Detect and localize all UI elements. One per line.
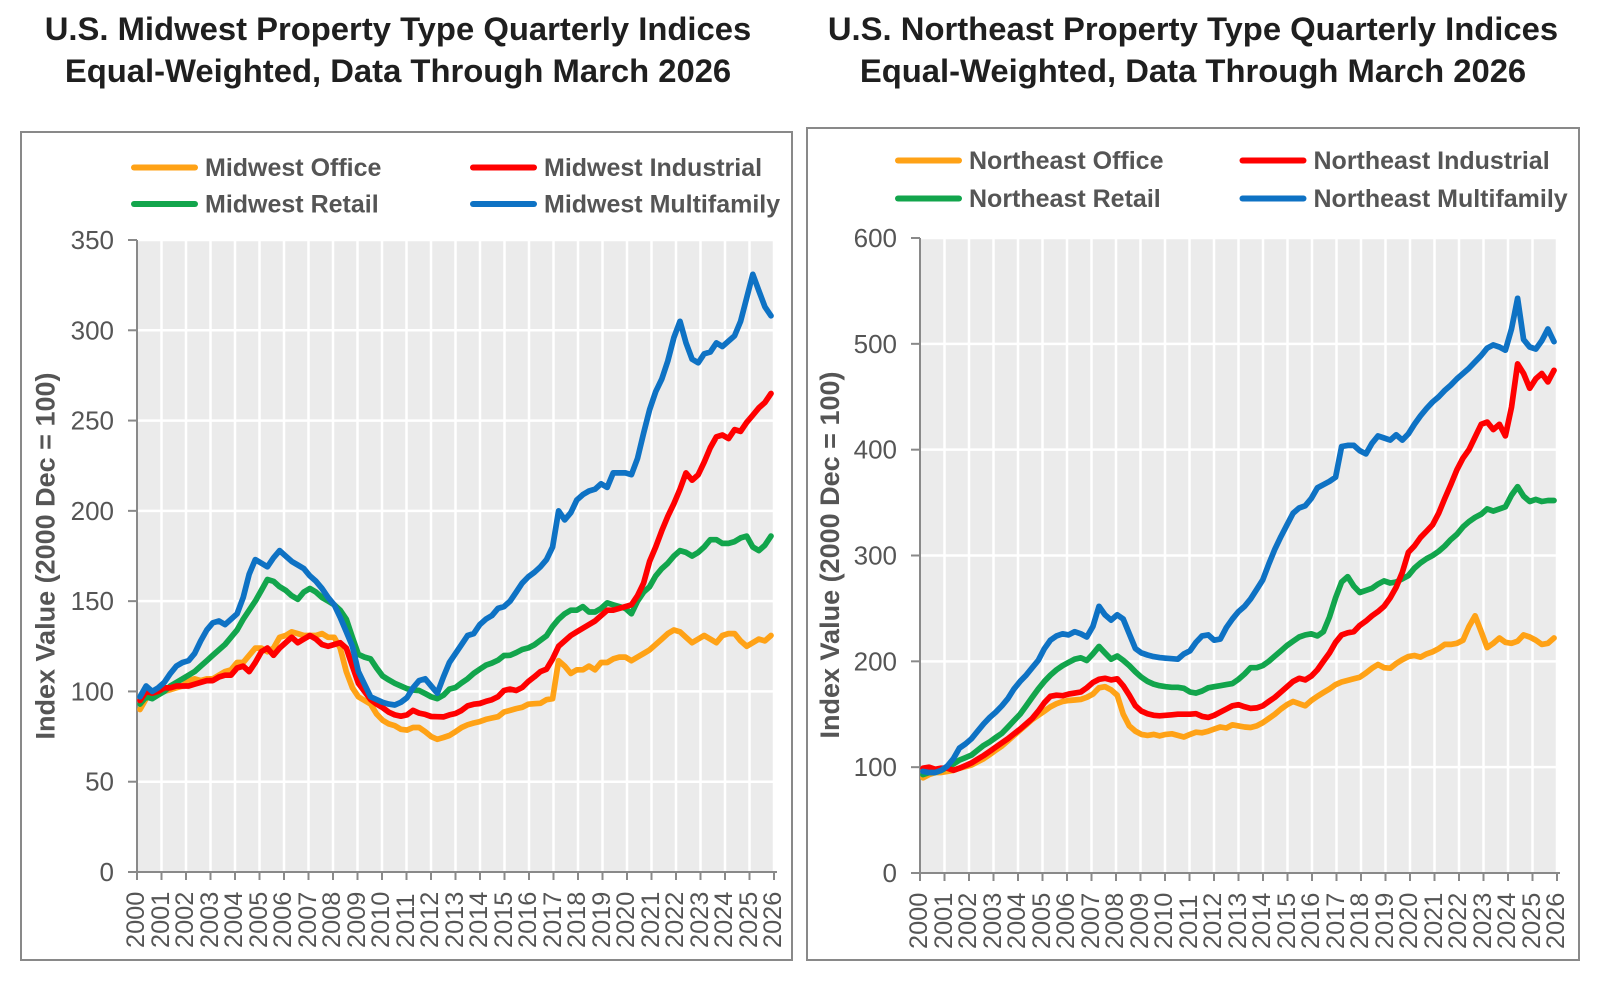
svg-text:2009: 2009 [343, 892, 371, 948]
svg-text:Midwest Retail: Midwest Retail [205, 191, 379, 219]
svg-text:300: 300 [71, 315, 114, 345]
svg-text:250: 250 [71, 406, 114, 436]
svg-text:2019: 2019 [588, 892, 616, 948]
svg-text:200: 200 [854, 646, 897, 676]
svg-text:Northeast Multifamily: Northeast Multifamily [1314, 185, 1568, 213]
svg-text:Index Value (2000 Dec = 100): Index Value (2000 Dec = 100) [815, 372, 845, 739]
svg-text:2001: 2001 [930, 893, 958, 949]
svg-text:2001: 2001 [147, 892, 175, 948]
svg-text:2016: 2016 [1297, 893, 1325, 949]
svg-text:2024: 2024 [1493, 893, 1521, 949]
svg-text:2014: 2014 [465, 892, 493, 948]
svg-text:2023: 2023 [686, 892, 714, 948]
svg-text:2011: 2011 [392, 894, 420, 948]
svg-text:2019: 2019 [1371, 893, 1399, 949]
svg-text:2006: 2006 [1052, 893, 1080, 949]
svg-text:0: 0 [883, 858, 897, 888]
svg-text:2025: 2025 [1518, 893, 1546, 949]
svg-text:2009: 2009 [1126, 893, 1154, 949]
svg-text:200: 200 [71, 496, 114, 526]
svg-text:2012: 2012 [1199, 893, 1227, 949]
svg-text:2011: 2011 [1175, 895, 1203, 949]
svg-text:2008: 2008 [1101, 893, 1129, 949]
svg-text:2006: 2006 [269, 892, 297, 948]
svg-text:2000: 2000 [122, 892, 150, 948]
svg-text:Northeast Office: Northeast Office [969, 147, 1164, 175]
svg-text:2004: 2004 [1003, 893, 1031, 949]
svg-text:2015: 2015 [1273, 893, 1301, 949]
svg-text:2026: 2026 [759, 892, 787, 948]
svg-text:2013: 2013 [1224, 893, 1252, 949]
svg-text:500: 500 [854, 329, 897, 359]
svg-text:Midwest Office: Midwest Office [205, 154, 382, 182]
svg-text:2008: 2008 [318, 892, 346, 948]
svg-text:2003: 2003 [196, 892, 224, 948]
svg-text:2021: 2021 [637, 892, 665, 948]
svg-text:2005: 2005 [1028, 893, 1056, 949]
svg-text:2002: 2002 [171, 892, 199, 948]
svg-text:Index Value (2000 Dec = 100): Index Value (2000 Dec = 100) [31, 373, 61, 740]
svg-text:2025: 2025 [735, 892, 763, 948]
svg-text:2010: 2010 [367, 892, 395, 948]
svg-text:2017: 2017 [539, 892, 567, 948]
svg-text:2000: 2000 [905, 893, 933, 949]
svg-text:2007: 2007 [1077, 893, 1105, 949]
svg-text:2018: 2018 [563, 892, 591, 948]
svg-text:350: 350 [71, 225, 114, 255]
svg-text:2014: 2014 [1248, 893, 1276, 949]
svg-text:2012: 2012 [416, 892, 444, 948]
svg-text:Midwest Multifamily: Midwest Multifamily [544, 191, 780, 219]
svg-text:2024: 2024 [710, 892, 738, 948]
svg-text:100: 100 [854, 752, 897, 782]
svg-text:600: 600 [854, 223, 897, 253]
svg-text:2003: 2003 [979, 893, 1007, 949]
svg-text:2017: 2017 [1322, 893, 1350, 949]
svg-text:50: 50 [85, 767, 114, 797]
svg-text:0: 0 [100, 857, 114, 887]
svg-text:2007: 2007 [294, 892, 322, 948]
svg-text:100: 100 [71, 676, 114, 706]
svg-text:Northeast Retail: Northeast Retail [969, 185, 1161, 213]
svg-text:2005: 2005 [245, 892, 273, 948]
svg-text:2020: 2020 [612, 892, 640, 948]
svg-text:2026: 2026 [1542, 893, 1570, 949]
svg-text:2021: 2021 [1420, 893, 1448, 949]
svg-text:2018: 2018 [1346, 893, 1374, 949]
svg-text:2022: 2022 [661, 892, 689, 948]
svg-text:2022: 2022 [1444, 893, 1472, 949]
svg-text:2013: 2013 [441, 892, 469, 948]
svg-text:Midwest Industrial: Midwest Industrial [544, 154, 762, 182]
svg-text:400: 400 [854, 435, 897, 465]
svg-text:300: 300 [854, 541, 897, 571]
svg-text:2004: 2004 [220, 892, 248, 948]
svg-text:150: 150 [71, 586, 114, 616]
svg-text:2002: 2002 [954, 893, 982, 949]
svg-text:2016: 2016 [514, 892, 542, 948]
svg-text:2010: 2010 [1150, 893, 1178, 949]
svg-text:2020: 2020 [1395, 893, 1423, 949]
svg-text:2015: 2015 [490, 892, 518, 948]
svg-text:Northeast Industrial: Northeast Industrial [1314, 147, 1550, 175]
svg-text:2023: 2023 [1469, 893, 1497, 949]
